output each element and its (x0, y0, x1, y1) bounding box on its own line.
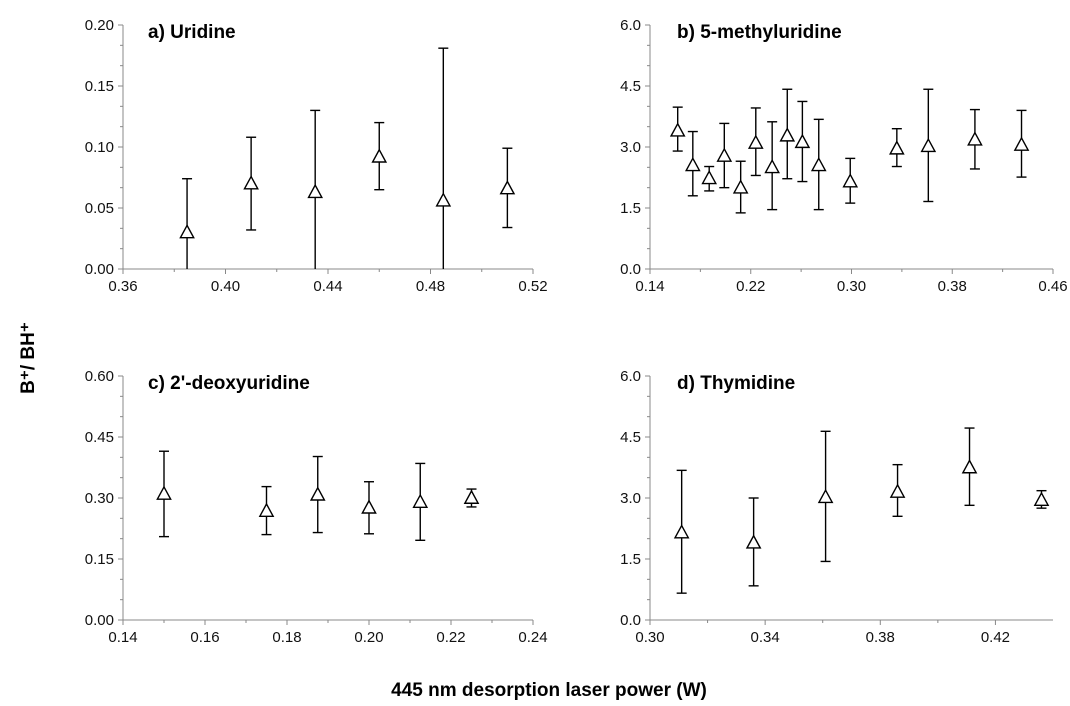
data-point (810, 156, 827, 172)
panel-title: b) 5-methyluridine (677, 22, 842, 43)
y-tick-label: 3.0 (620, 139, 641, 156)
y-tick-label: 1.5 (620, 551, 641, 568)
data-point (961, 459, 978, 474)
data-point (243, 175, 259, 190)
x-tick-label: 0.22 (736, 278, 765, 295)
y-tick-label: 1.5 (620, 200, 641, 217)
y-tick-label: 3.0 (620, 490, 641, 507)
y-tick-label: 0.15 (85, 551, 114, 568)
data-point (842, 173, 859, 188)
data-point (463, 489, 480, 504)
data-point (747, 134, 764, 149)
data-point (499, 180, 516, 195)
x-tick-label: 0.44 (313, 278, 342, 295)
data-point (412, 493, 429, 509)
x-tick-label: 0.16 (190, 629, 219, 646)
data-point (967, 131, 983, 146)
data-point (920, 137, 937, 153)
x-tick-label: 0.42 (981, 629, 1010, 646)
data-point (1013, 136, 1030, 151)
panel-title: c) 2'-deoxyuridine (148, 373, 310, 394)
data-point (1033, 491, 1050, 506)
data-point (732, 179, 749, 194)
y-tick-label: 0.0 (620, 261, 641, 278)
data-point (779, 127, 796, 142)
x-tick-label: 0.34 (751, 629, 780, 646)
x-tick-label: 0.20 (354, 629, 383, 646)
data-point (156, 485, 172, 500)
x-tick-label: 0.14 (108, 629, 137, 646)
data-point (673, 524, 690, 539)
panel-uridine: a) Uridine 0.00 0.05 0.10 0.15 0.20 0.36 0.40 0… (85, 17, 548, 295)
data-point (817, 488, 834, 504)
data-point (361, 499, 377, 514)
x-tick-label: 0.38 (866, 629, 895, 646)
data-point (371, 148, 388, 163)
y-tick-label: 6.0 (620, 368, 641, 385)
x-tick-label: 0.52 (518, 278, 547, 295)
data-point (258, 502, 275, 517)
x-tick-label: 0.38 (938, 278, 967, 295)
y-tick-label: 0.00 (85, 261, 114, 278)
x-tick-label: 0.18 (272, 629, 301, 646)
x-tick-label: 0.14 (635, 278, 664, 295)
panel-title: d) Thymidine (677, 373, 795, 394)
data-point (669, 122, 686, 137)
x-tick-label: 0.30 (635, 629, 664, 646)
x-tick-label: 0.36 (108, 278, 137, 295)
data-point (435, 192, 452, 207)
x-axis-label: 445 nm desorption laser power (W) (391, 680, 707, 701)
y-tick-label: 0.00 (85, 612, 114, 629)
panel-thymidine: d) Thymidine 0.0 1.5 3.0 4.5 6.0 0.30 0.34 0.38… (620, 368, 1053, 646)
data-point (764, 158, 780, 174)
x-tick-label: 0.22 (436, 629, 465, 646)
x-tick-label: 0.40 (211, 278, 240, 295)
x-tick-label: 0.30 (837, 278, 866, 295)
panel-title: a) Uridine (148, 22, 236, 43)
y-tick-label: 0.05 (85, 200, 114, 217)
panel-5-methyluridine: b) 5-methyluridine 0.0 1.5 3.0 4.5 6.0 0.14 0.… (620, 17, 1067, 295)
y-tick-label: 4.5 (620, 429, 641, 446)
data-point (684, 156, 701, 172)
data-point (745, 534, 762, 549)
panel-2-deoxyuridine: c) 2'-deoxyuridine 0.00 0.15 0.30 0.45 0.60 0… (85, 368, 548, 646)
y-tick-label: 0.45 (85, 429, 114, 446)
x-tick-label: 0.46 (1038, 278, 1067, 295)
x-tick-label: 0.24 (518, 629, 547, 646)
y-tick-label: 6.0 (620, 17, 641, 34)
y-tick-label: 0.30 (85, 490, 114, 507)
data-point (307, 183, 324, 199)
y-tick-label: 0.20 (85, 17, 114, 34)
data-point (794, 133, 811, 149)
y-tick-label: 0.60 (85, 368, 114, 385)
x-tick-label: 0.48 (416, 278, 445, 295)
data-point (179, 223, 195, 239)
data-point (889, 140, 905, 155)
y-tick-label: 0.0 (620, 612, 641, 629)
y-tick-label: 0.10 (85, 139, 114, 156)
y-tick-label: 4.5 (620, 78, 641, 95)
data-point (716, 147, 733, 162)
y-axis-label: B⁺/ BH⁺ (18, 322, 39, 394)
data-point (701, 169, 718, 185)
y-tick-label: 0.15 (85, 78, 114, 95)
data-point (889, 483, 906, 498)
data-point (309, 486, 326, 501)
